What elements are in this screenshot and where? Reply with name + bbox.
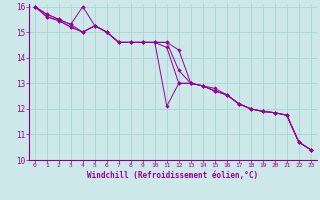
X-axis label: Windchill (Refroidissement éolien,°C): Windchill (Refroidissement éolien,°C)	[87, 171, 258, 180]
